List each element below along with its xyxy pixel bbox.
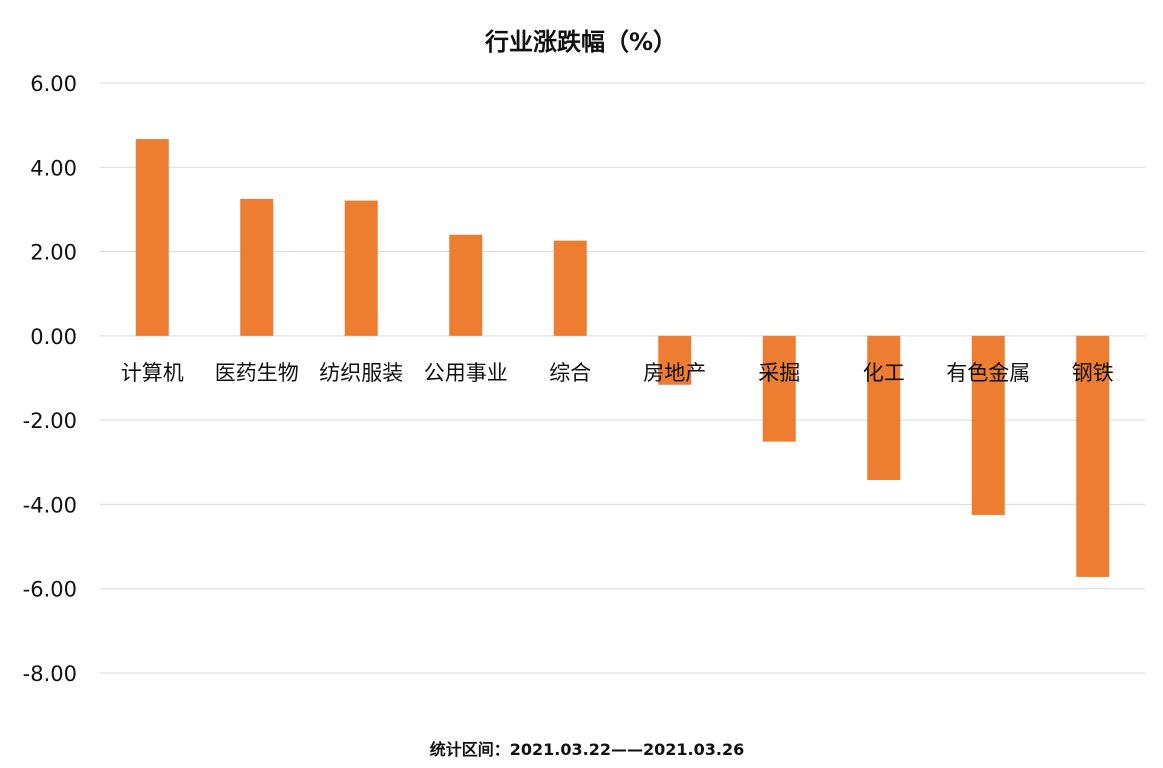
category-labels: 计算机 医药生物 纺织服装 公用事业 综合 房地产 采掘 化工 有色金属 钢铁 (121, 361, 1114, 385)
y-axis-ticks: 6.00 4.00 2.00 0.00 -2.00 -4.00 -6.00 -8.00 (23, 72, 77, 686)
category-label: 公用事业 (424, 361, 508, 385)
y-tick-label: 2.00 (30, 241, 77, 265)
category-label: 化工 (863, 361, 905, 385)
category-label: 有色金属 (946, 361, 1030, 385)
bar (449, 234, 483, 336)
y-tick-label: 0.00 (30, 325, 77, 349)
gridlines (100, 82, 1145, 674)
category-label: 综合 (549, 361, 591, 385)
category-label: 钢铁 (1072, 361, 1114, 385)
bar (762, 335, 796, 442)
y-tick-label: -2.00 (23, 409, 77, 433)
bar (658, 335, 692, 385)
y-tick-label: -6.00 (23, 578, 77, 602)
date-range-note: 统计区间：2021.03.22——2021.03.26 (430, 740, 744, 759)
bars (135, 139, 1110, 577)
category-label: 医药生物 (215, 361, 299, 385)
bar (1076, 335, 1110, 577)
y-tick-label: 4.00 (30, 156, 77, 180)
bar (867, 335, 901, 480)
bar (135, 139, 169, 336)
category-label: 纺织服装 (319, 361, 403, 385)
category-label: 计算机 (121, 361, 184, 385)
bar (971, 335, 1005, 515)
chart-title: 行业涨跌幅（%） (484, 28, 677, 56)
bar (344, 200, 378, 336)
bar (553, 240, 587, 336)
y-tick-label: -8.00 (23, 662, 77, 686)
bar (240, 198, 274, 336)
y-tick-label: -4.00 (23, 493, 77, 517)
y-tick-label: 6.00 (30, 72, 77, 96)
category-label: 房地产 (643, 361, 706, 385)
category-label: 采掘 (758, 361, 800, 385)
